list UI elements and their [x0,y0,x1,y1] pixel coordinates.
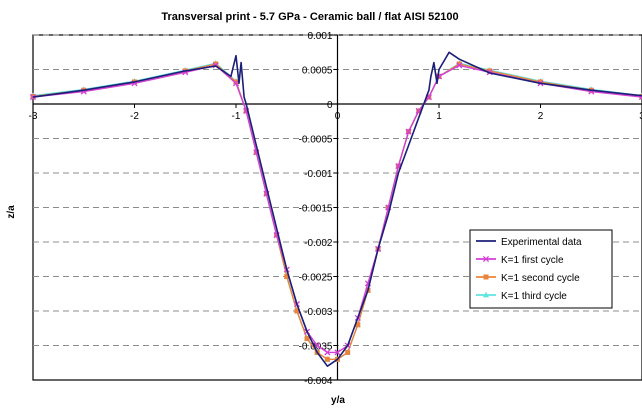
series-2-point-28 [538,79,543,85]
x-axis-label: y/a [331,395,345,406]
legend-label-0: Experimental data [501,237,582,248]
legend-marker-1 [482,255,490,263]
series-2-point-27 [487,68,493,74]
series-1-point-22-b [405,128,412,135]
series-1-point-22 [405,128,412,135]
series-2-point-12 [304,336,310,342]
series-2-point-16 [345,349,351,355]
series-1-point-21-b [395,163,402,170]
series-1-point-26 [456,62,463,69]
chart-title: Transversal print - 5.7 GPa - Ceramic ba… [161,11,458,23]
legend-label-1: K=1 first cycle [501,255,564,266]
series-2-point-26 [456,61,462,67]
x-tick-label-3: 0 [335,111,341,122]
series-2-point-4 [213,61,219,67]
x-tick-label-1: -2 [130,111,139,122]
series-0 [32,51,642,368]
series-1-point-24-b [425,94,432,101]
y-tick-label-8: -0.003 [304,307,333,318]
series-1-point-23-b [415,107,422,114]
series-2-point-11 [294,308,300,314]
legend-marker-1-b [482,255,490,263]
legend: Experimental data K=1 first cycle K=1 seco… [469,229,613,309]
series-1-point-5-b [232,80,240,87]
y-tick-label-10: -0.004 [304,376,333,387]
y-tick-label-1: 0.0005 [302,66,333,77]
y-tick-label-7: -0.0025 [299,273,333,284]
legend-marker-2 [483,274,489,280]
y-tick-label-5: -0.0015 [299,204,333,215]
series-1-point-26-b [456,62,463,69]
series-1-point-15 [334,349,341,356]
series-0-line [32,51,642,368]
series-1-point-5 [232,80,240,87]
series-1-point-30-b [638,96,642,101]
legend-label-3: K=1 third cycle [501,291,567,302]
x-tick-label-6: 3 [639,111,642,122]
series-2-point-10 [284,274,290,279]
series-layer [29,51,642,368]
y-axis-label: z/a [6,205,17,219]
series-2-point-5 [233,79,239,85]
series-2-point-17 [355,322,361,328]
series-1-point-14-b [324,349,331,356]
series-1-point-15-b [334,349,341,356]
x-tick-label-4: 1 [436,111,442,122]
series-1-point-14 [324,349,331,356]
legend-label-2: K=1 second cycle [501,273,580,284]
x-tick-label-2: -1 [232,111,241,122]
series-2-point-14 [324,356,330,362]
x-tick-label-0: -3 [29,111,38,122]
x-tick-label-5: 2 [538,111,544,122]
legend-marker-3 [483,291,489,298]
y-tick-label-0: 0.001 [307,31,332,42]
y-tick-label-6: -0.002 [304,238,333,249]
y-tick-label-2: 0 [327,100,333,111]
y-tick-label-4: -0.001 [304,169,333,180]
y-tick-label-3: -0.0005 [299,135,333,146]
